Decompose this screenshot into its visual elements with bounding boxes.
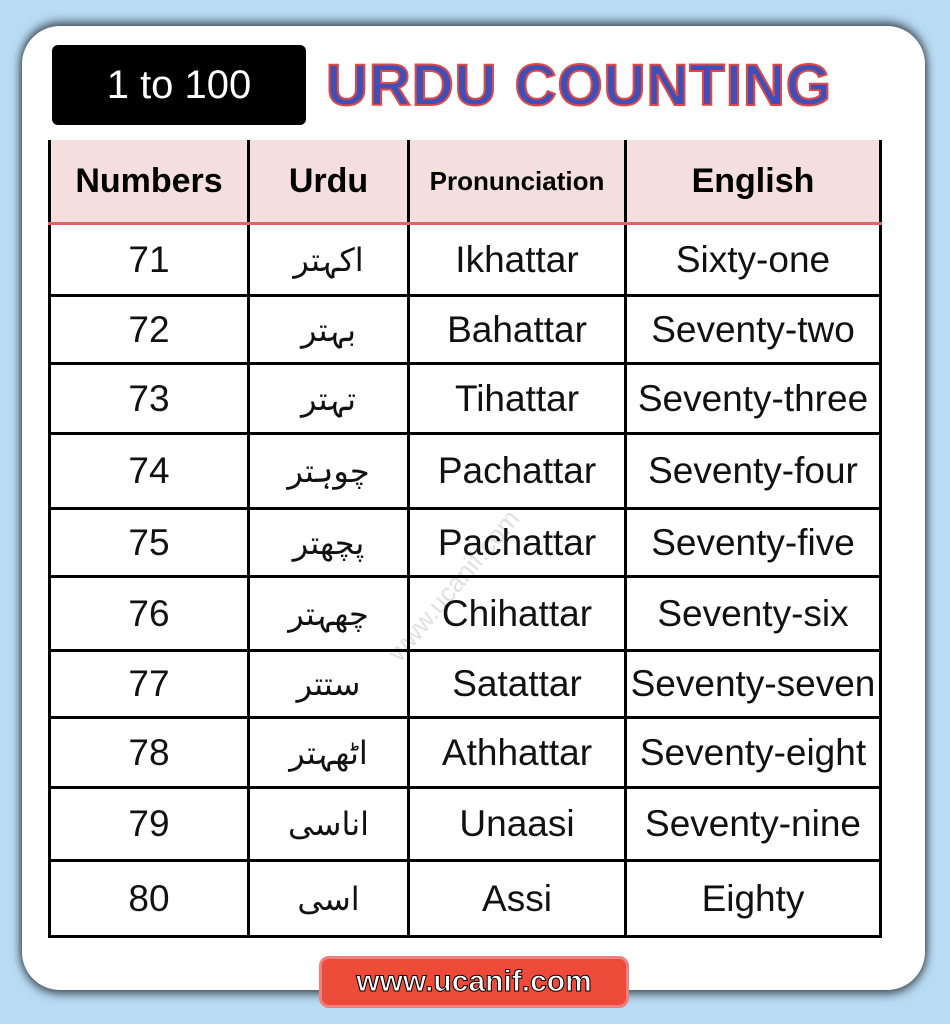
cell-english: Seventy-four (624, 433, 882, 510)
cell-urdu: بہتر (247, 295, 410, 365)
cell-number: 71 (48, 223, 250, 297)
table-row: 76 چھہتر Chihattar Seventy-six (48, 576, 882, 652)
cell-number: 79 (48, 787, 250, 862)
header-pronunciation: Pronunciation (407, 140, 627, 225)
table-row: 75 پچھتر Pachattar Seventy-five (48, 508, 882, 578)
cell-pronunciation: Tihattar (407, 363, 627, 435)
header-urdu: Urdu (247, 140, 410, 225)
cell-urdu: چھہتر (247, 576, 410, 652)
table-row: 71 اکہتر Ikhattar Sixty-one (48, 223, 882, 297)
cell-pronunciation: Satattar (407, 650, 627, 719)
table-row: 74 چوہتر Pachattar Seventy-four (48, 433, 882, 510)
cell-english: Seventy-eight (624, 717, 882, 789)
table-row: 79 اناسی Unaasi Seventy-nine (48, 787, 882, 862)
page-title: URDU COUNTING (325, 52, 832, 119)
cell-urdu: اسی (247, 860, 410, 938)
cell-number: 74 (48, 433, 250, 510)
cell-number: 78 (48, 717, 250, 789)
cell-english: Seventy-nine (624, 787, 882, 862)
cell-urdu: پچھتر (247, 508, 410, 578)
cell-urdu: اٹھہتر (247, 717, 410, 789)
cell-pronunciation: Assi (407, 860, 627, 938)
cell-number: 76 (48, 576, 250, 652)
cell-urdu: اکہتر (247, 223, 410, 297)
cell-number: 72 (48, 295, 250, 365)
cell-urdu: ستتر (247, 650, 410, 719)
range-badge: 1 to 100 (52, 45, 306, 125)
cell-english: Seventy-six (624, 576, 882, 652)
cell-pronunciation: Ikhattar (407, 223, 627, 297)
cell-pronunciation: Unaasi (407, 787, 627, 862)
cell-pronunciation: Pachattar (407, 508, 627, 578)
header-english: English (624, 140, 882, 225)
website-link[interactable]: www.ucanif.com (319, 956, 629, 1008)
cell-urdu: تہتر (247, 363, 410, 435)
table-row: 80 اسی Assi Eighty (48, 860, 882, 938)
cell-urdu: اناسی (247, 787, 410, 862)
table-row: 77 ستتر Satattar Seventy-seven (48, 650, 882, 719)
table-row: 72 بہتر Bahattar Seventy-two (48, 295, 882, 365)
cell-english: Eighty (624, 860, 882, 938)
counting-table: Numbers Urdu Pronunciation English 71 اکہ… (48, 140, 882, 938)
cell-english: Seventy-five (624, 508, 882, 578)
cell-pronunciation: Bahattar (407, 295, 627, 365)
cell-pronunciation: Athhattar (407, 717, 627, 789)
cell-english: Seventy-seven (624, 650, 882, 719)
cell-pronunciation: Chihattar (407, 576, 627, 652)
cell-english: Sixty-one (624, 223, 882, 297)
cell-number: 75 (48, 508, 250, 578)
cell-english: Seventy-two (624, 295, 882, 365)
cell-english: Seventy-three (624, 363, 882, 435)
table-row: 78 اٹھہتر Athhattar Seventy-eight (48, 717, 882, 789)
cell-pronunciation: Pachattar (407, 433, 627, 510)
header-numbers: Numbers (48, 140, 250, 225)
table-row: 73 تہتر Tihattar Seventy-three (48, 363, 882, 435)
cell-urdu: چوہتر (247, 433, 410, 510)
cell-number: 80 (48, 860, 250, 938)
cell-number: 77 (48, 650, 250, 719)
cell-number: 73 (48, 363, 250, 435)
